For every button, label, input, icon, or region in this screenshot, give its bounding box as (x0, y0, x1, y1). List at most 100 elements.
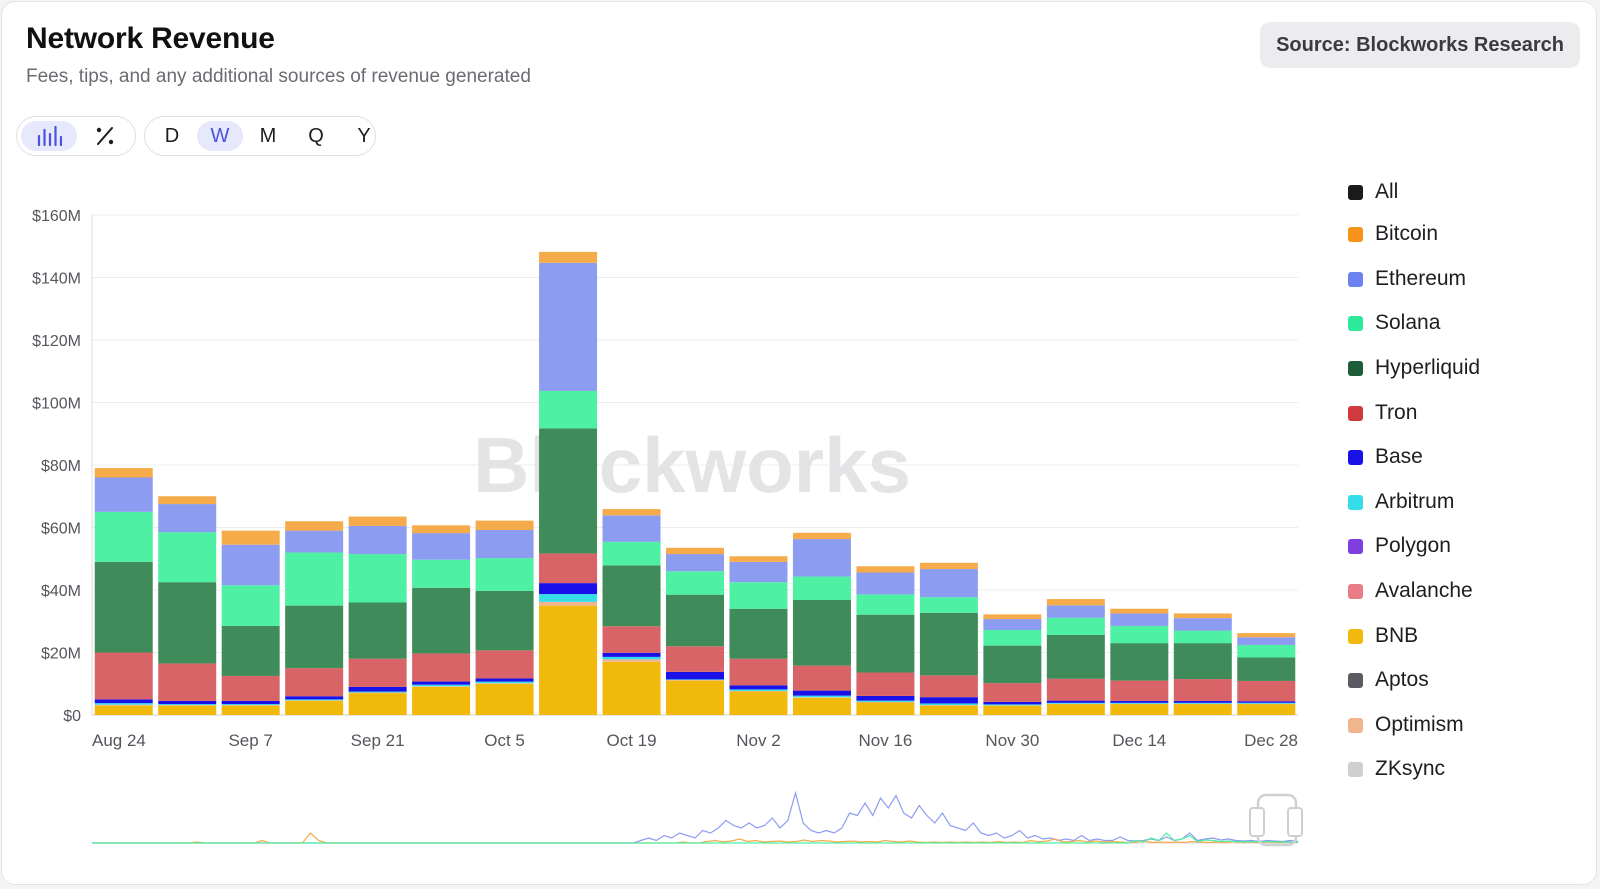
bar-segment[interactable] (475, 681, 534, 684)
bar-segment[interactable] (983, 614, 1042, 620)
bar-segment[interactable] (983, 683, 1042, 702)
bar-segment[interactable] (983, 619, 1042, 630)
legend-item-optimism[interactable]: Optimism (1348, 713, 1464, 737)
bar-segment[interactable] (983, 704, 1042, 706)
bar-segment[interactable] (792, 532, 851, 540)
bar-segment[interactable] (94, 468, 153, 478)
bar-segment[interactable] (1110, 700, 1169, 703)
bar-segment[interactable] (602, 509, 661, 516)
bar-segment[interactable] (1110, 704, 1169, 715)
legend-item-bitcoin[interactable]: Bitcoin (1348, 222, 1438, 246)
bar-segment[interactable] (94, 699, 153, 704)
bar-segment[interactable] (475, 590, 534, 651)
bar-segment[interactable] (348, 516, 407, 526)
bar-segment[interactable] (1046, 617, 1105, 635)
bar-stack[interactable] (919, 562, 978, 715)
bar-segment[interactable] (666, 671, 724, 680)
bar-segment[interactable] (475, 558, 534, 591)
bar-segment[interactable] (539, 553, 598, 584)
bar-segment[interactable] (729, 685, 788, 690)
bar-segment[interactable] (285, 696, 344, 700)
bar-segment[interactable] (1173, 618, 1232, 631)
bar-segment[interactable] (602, 659, 661, 662)
bar-segment[interactable] (1110, 608, 1169, 614)
bar-segment[interactable] (158, 704, 217, 705)
bar-segment[interactable] (94, 477, 153, 512)
bar-segment[interactable] (983, 701, 1042, 705)
bar-segment[interactable] (348, 554, 407, 603)
legend-item-arbitrum[interactable]: Arbitrum (1348, 490, 1454, 514)
bar-segment[interactable] (285, 700, 344, 715)
bar-segment[interactable] (729, 689, 788, 691)
bar-stack[interactable] (792, 532, 851, 715)
bar-segment[interactable] (1173, 679, 1232, 701)
bar-segment[interactable] (285, 668, 344, 697)
bar-segment[interactable] (792, 665, 851, 691)
bar-segment[interactable] (348, 691, 407, 693)
legend-item-avalanche[interactable]: Avalanche (1348, 579, 1473, 603)
bar-segment[interactable] (1110, 680, 1169, 701)
bar-segment[interactable] (158, 663, 217, 701)
bar-stack[interactable] (221, 530, 280, 715)
bar-stack[interactable] (348, 516, 407, 715)
bar-segment[interactable] (539, 583, 598, 595)
bar-segment[interactable] (539, 594, 598, 602)
bar-segment[interactable] (94, 652, 153, 700)
granularity-quarter-button[interactable]: Q (308, 124, 324, 147)
bar-segment[interactable] (1110, 625, 1169, 644)
bar-segment[interactable] (666, 594, 724, 647)
bar-segment[interactable] (1046, 704, 1105, 715)
bar-segment[interactable] (412, 525, 471, 534)
bar-segment[interactable] (94, 511, 153, 562)
legend-item-solana[interactable]: Solana (1348, 311, 1440, 335)
bar-stack[interactable] (412, 525, 471, 715)
legend-item-all[interactable]: All (1348, 180, 1398, 204)
bar-segment[interactable] (285, 552, 344, 606)
bar-segment[interactable] (1173, 643, 1232, 680)
bar-segment[interactable] (475, 678, 534, 682)
bar-segment[interactable] (1110, 702, 1169, 704)
bar-segment[interactable] (792, 697, 851, 715)
legend-item-polygon[interactable]: Polygon (1348, 534, 1451, 558)
bar-segment[interactable] (221, 585, 280, 626)
bar-segment[interactable] (1046, 599, 1105, 606)
bar-stack[interactable] (602, 509, 661, 715)
bar-segment[interactable] (919, 703, 978, 705)
granularity-day-button[interactable]: D (164, 124, 180, 147)
bar-segment[interactable] (158, 705, 217, 706)
bar-segment[interactable] (919, 705, 978, 706)
bar-segment[interactable] (539, 428, 598, 554)
bar-segment[interactable] (1237, 637, 1296, 645)
bar-segment[interactable] (539, 601, 598, 606)
bar-segment[interactable] (792, 539, 851, 577)
bar-segment[interactable] (602, 656, 661, 660)
bar-segment[interactable] (539, 251, 598, 263)
bar-segment[interactable] (221, 625, 280, 676)
bar-segment[interactable] (602, 626, 661, 653)
bar-segment[interactable] (666, 554, 724, 572)
legend-item-base[interactable]: Base (1348, 445, 1423, 469)
bar-segment[interactable] (792, 697, 851, 698)
bar-segment[interactable] (285, 521, 344, 531)
bar-segment[interactable] (1110, 613, 1169, 626)
percent-view-button[interactable] (79, 121, 131, 151)
bar-stack[interactable] (1046, 599, 1105, 715)
granularity-week-button[interactable]: W (197, 121, 243, 151)
bar-segment[interactable] (919, 705, 978, 715)
bar-segment[interactable] (285, 700, 344, 701)
bar-segment[interactable] (158, 496, 217, 505)
bar-segment[interactable] (1237, 701, 1296, 703)
legend-item-tron[interactable]: Tron (1348, 401, 1417, 425)
bar-segment[interactable] (792, 690, 851, 696)
bar-segment[interactable] (729, 582, 788, 609)
range-minimap[interactable] (92, 790, 1303, 847)
bar-segment[interactable] (729, 608, 788, 659)
bar-segment[interactable] (221, 530, 280, 545)
bar-segment[interactable] (348, 693, 407, 715)
bar-segment[interactable] (1237, 680, 1296, 702)
bar-stack[interactable] (539, 251, 598, 715)
bar-segment[interactable] (666, 680, 724, 681)
bar-segment[interactable] (348, 658, 407, 687)
bar-segment[interactable] (158, 705, 217, 715)
bar-segment[interactable] (1237, 633, 1296, 638)
